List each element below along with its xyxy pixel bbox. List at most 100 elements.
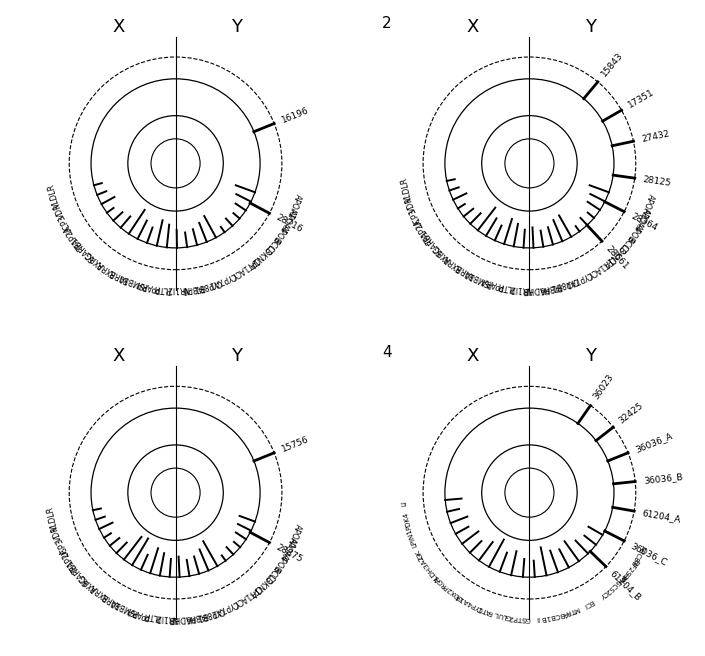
Text: 36036_B: 36036_B [643,472,683,485]
Text: CDKN1A: CDKN1A [247,570,276,598]
Text: CDKN1A: CDKN1A [601,241,630,269]
Text: PSMB10: PSMB10 [109,597,140,617]
Text: PPARA: PPARA [135,279,161,293]
Text: 27432: 27432 [641,129,670,144]
Text: X: X [112,18,125,36]
Text: APOA1: APOA1 [639,193,656,220]
Text: CPT1A: CPT1A [235,255,261,276]
Text: GSTP2: GSTP2 [508,614,531,622]
Text: X: X [466,347,479,365]
Text: 61204_A: 61204_A [642,508,682,523]
Text: RXRG: RXRG [431,242,453,264]
Text: CPT1A: CPT1A [238,583,262,605]
Text: ALDH3A2: ALDH3A2 [417,554,442,583]
Text: PLTP: PLTP [143,610,161,622]
Text: BCL3: BCL3 [615,234,635,255]
Text: RXRA: RXRA [442,253,464,273]
Text: TFAP2A: TFAP2A [58,545,80,574]
Text: RXRA: RXRA [95,258,118,277]
Text: GK: GK [415,548,425,560]
Text: 16196: 16196 [280,106,310,125]
Text: 15756: 15756 [280,435,310,454]
Text: UCP3: UCP3 [54,535,70,558]
Text: FABP6: FABP6 [180,281,205,294]
Text: VLDLR: VLDLR [400,176,414,203]
Text: CY: CY [229,267,242,280]
Text: GLUL: GLUL [493,610,512,620]
Text: 2: 2 [382,16,392,31]
Text: Y: Y [231,18,243,36]
Text: RARB: RARB [100,591,123,609]
Text: 36036_A: 36036_A [634,431,674,454]
Text: CYP7A1: CYP7A1 [563,269,594,289]
Text: HMGCS2: HMGCS2 [603,571,630,596]
Text: TFAP2A: TFAP2A [62,222,85,251]
Text: RXRA: RXRA [88,582,110,602]
Text: 17351: 17351 [626,88,656,110]
Text: 36023: 36023 [591,373,615,401]
Text: CPT1A: CPT1A [591,253,616,276]
Text: Y: Y [231,347,243,365]
Text: APOA1: APOA1 [285,522,302,549]
Text: MTR: MTR [564,605,580,616]
Text: 61204_B: 61204_B [608,569,643,603]
Text: PSMB10: PSMB10 [462,268,494,288]
Text: BCL3: BCL3 [262,564,281,584]
Text: PPARA: PPARA [125,604,151,621]
Text: RXRG: RXRG [83,248,105,270]
Text: UCP3: UCP3 [57,213,75,235]
Text: 28125: 28125 [642,175,672,188]
Text: HADHB: HADHB [521,283,549,294]
Text: CYP8B1: CYP8B1 [549,276,580,292]
Text: APOA4: APOA4 [632,206,651,234]
Text: CDKN1A: CDKN1A [245,242,275,270]
Text: APOB: APOB [625,221,644,243]
Text: VDR: VDR [50,523,63,542]
Text: BCL3: BCL3 [261,235,281,255]
Text: Y: Y [585,18,596,36]
Text: PLTP: PLTP [497,281,515,293]
Text: APOA4: APOA4 [278,535,298,563]
Text: ABCB1B: ABCB1B [541,609,569,621]
Text: 4: 4 [382,346,392,360]
Text: NR1I2: NR1I2 [166,284,189,293]
Text: UCP3: UCP3 [407,206,424,228]
Text: HADHB: HADHB [168,613,195,623]
Text: RARB: RARB [108,267,130,284]
Text: VLDLR: VLDLR [47,182,62,209]
Text: 28661: 28661 [604,244,630,271]
Text: 28364: 28364 [630,211,659,232]
Text: CYP7A1: CYP7A1 [207,270,237,289]
Text: CY: CY [585,266,598,279]
Text: 15843: 15843 [600,51,625,79]
Text: PPARA: PPARA [479,275,505,291]
Text: PRG3: PRG3 [432,573,450,590]
Text: ECl: ECl [582,598,594,609]
Text: FAT1: FAT1 [477,604,494,616]
Text: CY: CY [598,589,608,600]
Text: CYP8B1: CYP8B1 [192,277,223,293]
Text: TFAP2A: TFAP2A [412,216,434,245]
Text: Y: Y [585,347,596,365]
Text: X: X [112,347,125,365]
Text: APOB: APOB [270,222,289,244]
Text: FABP6: FABP6 [184,610,209,623]
Text: RXRG: RXRG [77,571,99,593]
Text: ABCB8: ABCB8 [630,544,646,567]
Text: NR1I2: NR1I2 [509,283,532,294]
Text: COX2: COX2 [446,585,464,602]
Text: 36036_C: 36036_C [630,541,669,567]
Text: PSMB10: PSMB10 [117,272,149,291]
Text: 28875: 28875 [274,543,304,564]
Text: EIF2S3X: EIF2S3X [617,557,639,583]
Text: LPIN1: LPIN1 [406,527,419,548]
Text: PDK4: PDK4 [403,512,412,531]
Text: CYP8B1: CYP8B1 [195,605,226,621]
Text: SCARB1: SCARB1 [419,228,445,257]
Text: NR1I2: NR1I2 [155,613,178,623]
Text: LI: LI [401,501,407,507]
Text: CYP4A14: CYP4A14 [454,593,484,613]
Text: RARB: RARB [454,262,477,280]
Text: VDR: VDR [404,194,417,213]
Text: CYP7A1: CYP7A1 [209,598,240,618]
